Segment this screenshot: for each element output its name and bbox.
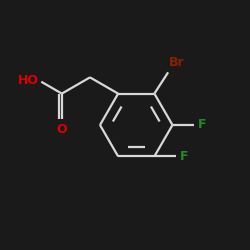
Text: F: F <box>198 118 206 132</box>
Text: F: F <box>180 150 188 163</box>
Text: HO: HO <box>18 74 39 87</box>
Text: Br: Br <box>169 56 184 69</box>
Text: O: O <box>56 123 67 136</box>
